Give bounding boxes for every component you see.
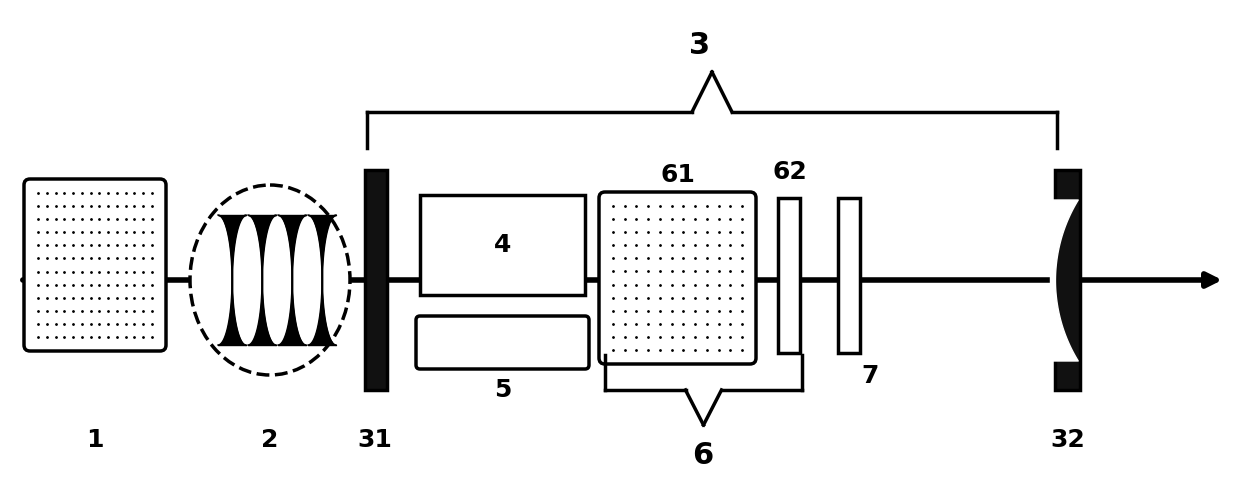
Text: 4: 4 <box>495 233 512 257</box>
FancyBboxPatch shape <box>777 198 800 353</box>
Text: 61: 61 <box>661 163 696 187</box>
Text: 31: 31 <box>357 428 392 452</box>
Text: 3: 3 <box>689 31 711 59</box>
FancyBboxPatch shape <box>24 179 166 351</box>
FancyBboxPatch shape <box>420 195 585 295</box>
FancyBboxPatch shape <box>365 170 387 390</box>
FancyBboxPatch shape <box>599 192 756 364</box>
Text: 62: 62 <box>773 160 807 184</box>
Text: 32: 32 <box>1050 428 1085 452</box>
FancyBboxPatch shape <box>1055 170 1080 390</box>
FancyBboxPatch shape <box>415 316 589 369</box>
Ellipse shape <box>190 185 350 375</box>
FancyBboxPatch shape <box>838 198 861 353</box>
Text: 5: 5 <box>495 378 512 402</box>
Text: 7: 7 <box>862 364 879 388</box>
Text: 1: 1 <box>87 428 104 452</box>
Text: 6: 6 <box>692 441 714 469</box>
Text: 2: 2 <box>262 428 279 452</box>
